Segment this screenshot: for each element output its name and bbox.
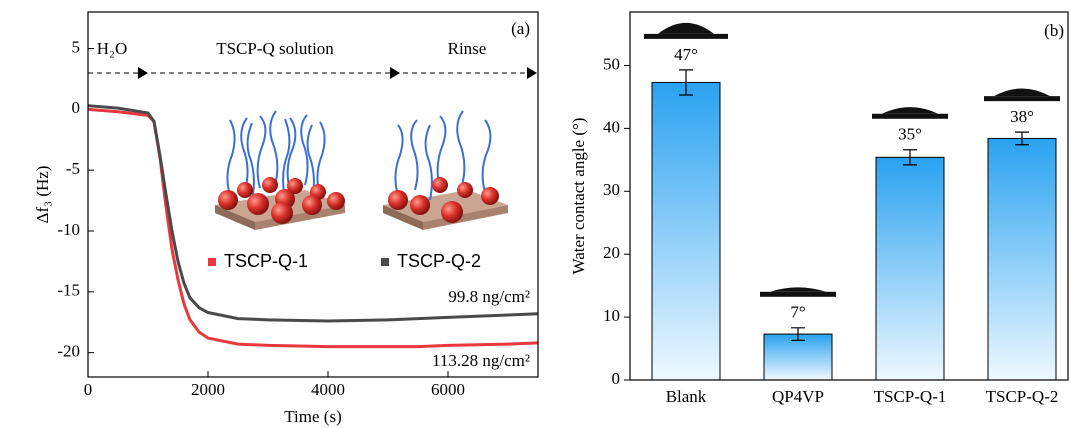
droplet [658, 23, 714, 34]
x-tick-label: QP4VP [772, 387, 824, 406]
brush-illustration [215, 111, 508, 230]
y-tick-label: 0 [612, 369, 621, 388]
y-tick-label: 0 [72, 98, 81, 117]
x-tick-label: TSCP-Q-1 [874, 387, 947, 406]
value-label: 35° [898, 125, 922, 144]
x-tick-label: Blank [666, 387, 707, 406]
legend-marker [208, 258, 216, 266]
legend-label: TSCP-Q-1 [224, 251, 308, 271]
y-tick-label: 50 [603, 54, 620, 73]
figure: -20-15-10-5050200040006000Time (s)Δf₃ (H… [0, 0, 1071, 428]
x-axis-label: Time (s) [284, 407, 341, 426]
bar [876, 157, 944, 380]
droplet [882, 107, 938, 114]
phase-arrow [527, 67, 537, 79]
data-line [88, 109, 538, 346]
droplet-stage [872, 114, 948, 119]
droplet-stage [760, 292, 836, 297]
mass-label: 99.8 ng/cm² [448, 287, 530, 306]
y-tick-label: 10 [603, 306, 620, 325]
y-tick-label: -20 [57, 342, 80, 361]
x-tick-label: 2000 [191, 380, 225, 399]
bar [988, 138, 1056, 380]
legend-label: TSCP-Q-2 [397, 251, 481, 271]
value-label: 38° [1010, 107, 1034, 126]
droplet [994, 88, 1050, 96]
y-tick-label: -15 [57, 281, 80, 300]
value-label: 7° [790, 303, 805, 322]
phase-label: TSCP-Q solution [216, 39, 334, 58]
droplet-stage [644, 34, 728, 39]
phase-arrow [138, 67, 148, 79]
mass-label: 113.28 ng/cm² [432, 351, 530, 370]
droplet [770, 287, 826, 291]
y-tick-label: -5 [66, 159, 80, 178]
x-tick-label: 6000 [431, 380, 465, 399]
droplet-stage [984, 96, 1060, 101]
y-tick-label: 5 [72, 37, 81, 56]
y-tick-label: -10 [57, 220, 80, 239]
y-axis-label: Water contact angle (°) [569, 118, 588, 275]
phase-label: H₂O [97, 39, 127, 58]
y-tick-label: 20 [603, 243, 620, 262]
legend-marker [381, 258, 389, 266]
panel-label: (a) [511, 19, 530, 38]
x-tick-label: 4000 [311, 380, 345, 399]
y-tick-label: 30 [603, 180, 620, 199]
bar [652, 82, 720, 380]
value-label: 47° [674, 45, 698, 64]
y-axis-label: Δf₃ (Hz) [33, 166, 52, 224]
phase-label: Rinse [448, 39, 487, 58]
phase-arrow [390, 67, 400, 79]
x-tick-label: TSCP-Q-2 [986, 387, 1059, 406]
panel-label: (b) [1044, 21, 1064, 40]
x-tick-label: 0 [84, 380, 93, 399]
y-tick-label: 40 [603, 117, 620, 136]
